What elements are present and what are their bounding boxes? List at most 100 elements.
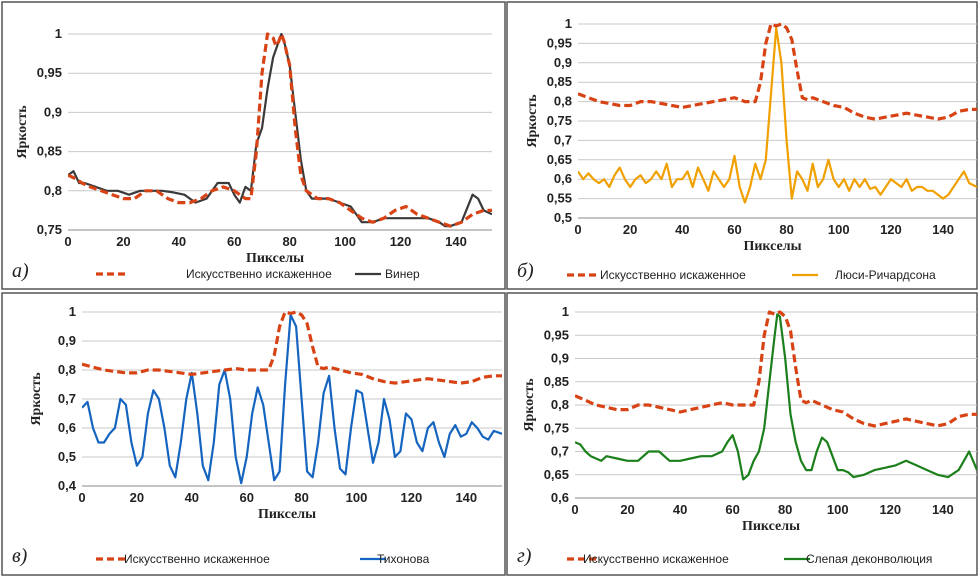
x-tick-label: 140 — [932, 222, 954, 237]
y-tick-label: 0,75 — [37, 222, 62, 237]
chart-panel-4: 0,6 0,65 0,7 0,75 0,8 0,85 0,9 0,95 1 0 20 40 60 80 10… — [506, 292, 978, 576]
x-tick-label: 60 — [239, 490, 253, 505]
x-tick-label: 20 — [130, 490, 144, 505]
x-tick-label: 60 — [227, 234, 241, 249]
x-tick-label: 80 — [779, 222, 793, 237]
x-axis-title: Пикселы — [258, 507, 316, 522]
panel-frame — [506, 1, 978, 290]
legend-label: Люси-Ричардсона — [835, 268, 936, 282]
y-tick-label: 0,75 — [544, 420, 569, 435]
legend-label: Искусственно искаженное — [583, 552, 729, 566]
x-tick-label: 140 — [932, 502, 954, 517]
x-tick-label: 120 — [880, 222, 902, 237]
panel-frame — [1, 1, 506, 290]
chart-panel-3: 0,4 0,5 0,6 0,7 0,8 0,9 1 0 20 40 60 80 100 120 140 Пик… — [1, 292, 506, 576]
x-tick-label: 40 — [185, 490, 199, 505]
y-tick-label: 0,85 — [544, 374, 569, 389]
series-line-1 — [68, 32, 492, 228]
y-tick-label: 0,4 — [58, 478, 77, 493]
y-tick-label: 1 — [69, 304, 76, 319]
y-tick-label: 0,7 — [58, 391, 76, 406]
y-tick-label: 0,95 — [37, 65, 62, 80]
legend-label: Тихонова — [377, 552, 430, 566]
y-tick-label: 0,6 — [554, 171, 572, 186]
x-tick-label: 100 — [828, 222, 850, 237]
y-axis-title: Яркость — [525, 94, 540, 148]
x-axis-title: Пикселы — [743, 239, 801, 254]
y-tick-label: 0,8 — [44, 183, 62, 198]
series-line-2 — [578, 26, 977, 204]
x-tick-label: 140 — [445, 234, 467, 249]
y-tick-label: 0,5 — [58, 449, 76, 464]
y-tick-label: 0,6 — [551, 490, 569, 505]
y-tick-label: 0,9 — [44, 104, 62, 119]
x-tick-label: 120 — [879, 502, 901, 517]
x-axis-title: Пикселы — [742, 519, 800, 534]
y-axis-title: Яркость — [29, 372, 44, 426]
panel-frame — [1, 292, 506, 576]
y-axis-title: Яркость — [522, 378, 537, 432]
y-axis-title: Яркость — [15, 105, 30, 159]
x-tick-label: 40 — [172, 234, 186, 249]
y-tick-label: 0,9 — [58, 333, 76, 348]
series-line-2 — [68, 32, 492, 228]
legend-label: Искусственно искаженное — [124, 552, 270, 566]
panel-label: в) — [12, 545, 28, 567]
y-tick-label: 0,65 — [547, 152, 572, 167]
x-tick-label: 120 — [401, 490, 423, 505]
panel-frame — [506, 292, 978, 576]
y-tick-label: 0,9 — [551, 351, 569, 366]
y-tick-label: 0,95 — [544, 327, 569, 342]
y-tick-label: 0,95 — [547, 35, 572, 50]
series-line-1 — [82, 310, 502, 385]
y-tick-label: 0,7 — [551, 444, 569, 459]
chart-panel-1: 0,75 0,8 0,85 0,9 0,95 1 0 20 40 60 80 100 120 140 Пик… — [1, 1, 506, 290]
y-tick-label: 0,8 — [551, 397, 569, 412]
x-tick-label: 60 — [727, 222, 741, 237]
x-tick-label: 80 — [294, 490, 308, 505]
x-tick-label: 0 — [571, 502, 578, 517]
x-tick-label: 100 — [334, 234, 356, 249]
y-tick-label: 0,55 — [547, 191, 572, 206]
y-tick-label: 0,75 — [547, 113, 572, 128]
y-tick-label: 0,7 — [554, 132, 572, 147]
x-axis-title: Пикселы — [246, 251, 304, 266]
y-tick-label: 0,5 — [554, 210, 572, 225]
x-tick-label: 100 — [827, 502, 849, 517]
x-tick-label: 0 — [64, 234, 71, 249]
y-tick-label: 0,85 — [547, 74, 572, 89]
x-tick-label: 80 — [778, 502, 792, 517]
x-tick-label: 120 — [390, 234, 412, 249]
x-tick-label: 40 — [673, 502, 687, 517]
y-tick-label: 1 — [55, 26, 62, 41]
series-line-2 — [575, 313, 977, 481]
x-tick-label: 100 — [346, 490, 368, 505]
y-tick-label: 0,6 — [58, 420, 76, 435]
panel-label: б) — [517, 260, 534, 282]
x-tick-label: 20 — [620, 502, 634, 517]
series-line-1 — [575, 310, 977, 428]
x-tick-label: 140 — [455, 490, 477, 505]
y-tick-label: 0,8 — [554, 94, 572, 109]
x-tick-label: 60 — [725, 502, 739, 517]
y-tick-label: 0,85 — [37, 144, 62, 159]
legend-label: Винер — [385, 267, 420, 281]
chart-panel-2: 0,5 0,55 0,6 0,65 0,7 0,75 0,8 0,85 0,9 0,95 1 0 20 4… — [506, 1, 978, 290]
x-tick-label: 0 — [574, 222, 581, 237]
y-tick-label: 0,9 — [554, 55, 572, 70]
x-tick-label: 20 — [116, 234, 130, 249]
y-tick-label: 0,65 — [544, 467, 569, 482]
x-tick-label: 40 — [675, 222, 689, 237]
y-tick-label: 1 — [562, 304, 569, 319]
x-tick-label: 0 — [78, 490, 85, 505]
y-tick-label: 0,8 — [58, 362, 76, 377]
series-line-1 — [578, 22, 977, 121]
x-tick-label: 80 — [282, 234, 296, 249]
panel-label: г) — [517, 545, 532, 567]
legend-label: Искусственно искаженное — [186, 267, 332, 281]
panel-label: а) — [12, 260, 29, 282]
y-tick-label: 1 — [565, 16, 572, 31]
legend-label: Искусственно искаженное — [600, 268, 746, 282]
x-tick-label: 20 — [623, 222, 637, 237]
